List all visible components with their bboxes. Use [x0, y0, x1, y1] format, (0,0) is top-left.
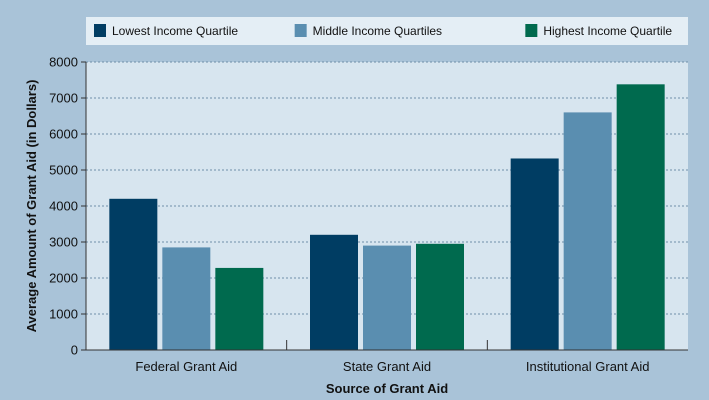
y-tick-label: 3000 [49, 235, 78, 250]
legend-box [86, 17, 688, 45]
legend: Lowest Income Quartile Middle Income Quar… [94, 24, 672, 38]
axes [85, 62, 688, 351]
bar [215, 267, 264, 350]
legend-label: Highest Income Quartile [543, 24, 672, 38]
y-tick-label: 5000 [49, 163, 78, 178]
bar [109, 198, 158, 350]
y-axis-ticks: 0 1000 2000 3000 4000 5000 6000 7000 8000 [49, 55, 86, 358]
y-tick-label: 1000 [49, 307, 78, 322]
bar [563, 112, 612, 351]
bar [510, 158, 559, 350]
bar [616, 84, 665, 350]
legend-swatch [294, 24, 307, 37]
x-axis-title: Source of Grant Aid [326, 381, 448, 396]
y-axis-title: Average Amount of Grant Aid (in Dollars) [24, 80, 39, 333]
x-category-label: Federal Grant Aid [135, 359, 237, 374]
y-tick-label: 2000 [49, 271, 78, 286]
x-category-label: Institutional Grant Aid [526, 359, 650, 374]
y-tick-label: 7000 [49, 91, 78, 106]
x-axis-categories: Federal Grant Aid State Grant Aid Institut… [135, 340, 649, 374]
legend-swatch [94, 24, 106, 37]
legend-swatch [525, 24, 538, 37]
y-tick-label: 8000 [49, 55, 78, 70]
bar [416, 243, 464, 350]
bar [363, 245, 411, 350]
bar [162, 247, 211, 350]
y-tick-label: 6000 [49, 127, 78, 142]
y-tick-label: 4000 [49, 199, 78, 214]
bars [109, 84, 665, 351]
legend-label: Middle Income Quartiles [313, 24, 442, 38]
bar [310, 234, 358, 350]
x-category-label: State Grant Aid [343, 359, 431, 374]
legend-label: Lowest Income Quartile [112, 24, 238, 38]
y-tick-label: 0 [71, 343, 78, 358]
